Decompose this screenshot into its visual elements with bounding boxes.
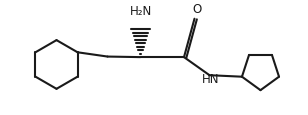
Text: O: O [193,3,202,16]
Text: H₂N: H₂N [129,5,152,18]
Text: HN: HN [202,72,219,85]
